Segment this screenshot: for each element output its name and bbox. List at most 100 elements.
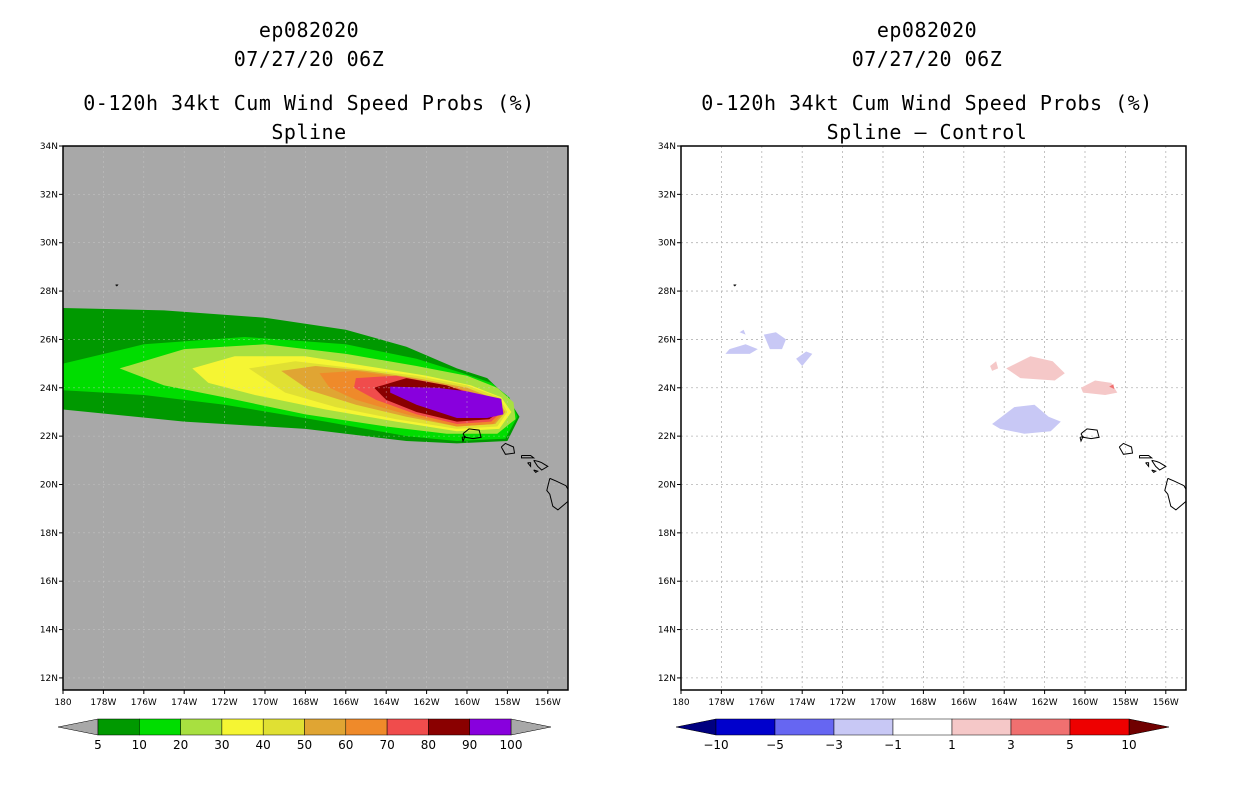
- x-tick-label: 180: [54, 698, 71, 708]
- y-tick-label: 18N: [658, 529, 676, 539]
- y-tick-label: 16N: [658, 577, 676, 587]
- colorbar-label: 5: [94, 738, 102, 752]
- storm-id-title: ep082020: [258, 18, 360, 42]
- x-tick-label: 158W: [494, 698, 520, 708]
- coastline: [1118, 442, 1134, 455]
- plot-background: [681, 146, 1186, 690]
- product-title: 0-120h 34kt Cum Wind Speed Probs (%): [83, 91, 535, 115]
- x-tick-label: 174W: [789, 698, 815, 708]
- storm-id-title: ep082020: [876, 18, 978, 42]
- x-tick-label: 168W: [292, 698, 318, 708]
- y-tick-label: 32N: [658, 190, 676, 200]
- colorbar-label: 20: [173, 738, 188, 752]
- coastline: [546, 477, 568, 511]
- contour-1: [1006, 356, 1065, 381]
- x-tick-label: 162W: [414, 698, 440, 708]
- colorbar-swatch: [951, 718, 1012, 736]
- colorbar-swatch: [892, 718, 953, 736]
- wind-probability-map: 180 178W 176W 174W 172W 170W 168W 166W 164W 162W 1…: [40, 142, 569, 752]
- datetime-title: 07/27/20 06Z: [851, 47, 1003, 71]
- y-tick-label: 34N: [40, 142, 58, 152]
- y-tick-label: 22N: [658, 432, 676, 442]
- colorbar-label: 30: [214, 738, 229, 752]
- colorbar-swatch: [715, 718, 776, 736]
- x-tick-label: 172W: [212, 698, 238, 708]
- colorbar-label: −3: [825, 738, 843, 752]
- colorbar-label: 80: [421, 738, 436, 752]
- colorbar-label: 5: [1066, 738, 1074, 752]
- colorbar-over-triangle: [1128, 718, 1170, 736]
- x-tick-label: 178W: [708, 698, 734, 708]
- y-tick-label: 30N: [40, 239, 58, 249]
- coastline: [1151, 459, 1167, 471]
- colorbar-label: 90: [462, 738, 477, 752]
- x-tick-label: 164W: [373, 698, 399, 708]
- x-tick-label: 176W: [131, 698, 157, 708]
- colorbar-swatch: [428, 718, 470, 736]
- x-tick-label: 180: [672, 698, 689, 708]
- colorbar-label: 1: [948, 738, 956, 752]
- coastline: [1079, 435, 1084, 443]
- y-tick-label: 24N: [40, 384, 58, 394]
- colorbar-label: 70: [379, 738, 394, 752]
- colorbar-label: −1: [884, 738, 902, 752]
- contour-minus1: [763, 332, 786, 350]
- contour-minus1: [796, 351, 813, 366]
- right-panel-difference: ep082020 07/27/20 06Z 0-120h 34kt Cum Wi…: [618, 0, 1236, 800]
- colorbar-over-triangle: [510, 718, 552, 736]
- colorbar-under-triangle: [57, 718, 99, 736]
- colorbar-swatch: [262, 718, 305, 736]
- y-tick-label: 16N: [40, 577, 58, 587]
- x-tick-label: 164W: [991, 698, 1017, 708]
- x-tick-label: 174W: [171, 698, 197, 708]
- subtitle: Spline – Control: [826, 120, 1028, 144]
- x-tick-label: 156W: [535, 698, 561, 708]
- y-tick-label: 30N: [658, 239, 676, 249]
- colorbar-swatch: [386, 718, 429, 736]
- colorbar-swatch: [139, 718, 181, 736]
- coastline: [1151, 469, 1157, 474]
- colorbar-label: 50: [297, 738, 312, 752]
- x-tick-label: 168W: [910, 698, 936, 708]
- y-tick-label: 28N: [40, 287, 58, 297]
- x-tick-label: 170W: [252, 698, 278, 708]
- y-tick-label: 26N: [40, 335, 58, 345]
- y-tick-label: 24N: [658, 384, 676, 394]
- colorbar-swatch: [469, 718, 512, 736]
- y-tick-label: 12N: [658, 674, 676, 684]
- colorbar-swatch: [774, 718, 835, 736]
- coastline: [1145, 462, 1150, 468]
- contour-minus1: [992, 404, 1061, 434]
- contour-1: [990, 361, 999, 371]
- datetime-title: 07/27/20 06Z: [233, 47, 385, 71]
- x-tick-label: 166W: [333, 698, 359, 708]
- x-tick-label: 156W: [1153, 698, 1179, 708]
- colorbar-under-triangle: [675, 718, 717, 736]
- coastline: [733, 284, 737, 287]
- colorbar-swatch: [833, 718, 894, 736]
- colorbar-label: −5: [766, 738, 784, 752]
- coastline: [115, 284, 119, 287]
- x-tick-label: 162W: [1032, 698, 1058, 708]
- coastline: [527, 462, 532, 468]
- colorbar-label: 3: [1007, 738, 1015, 752]
- coastline: [500, 442, 516, 455]
- colorbar-label: 60: [338, 738, 353, 752]
- y-tick-label: 26N: [658, 335, 676, 345]
- colorbar-label: 10: [132, 738, 147, 752]
- colorbar-label: −10: [703, 738, 728, 752]
- left-panel-spline: ep082020 07/27/20 06Z 0-120h 34kt Cum Wi…: [40, 18, 569, 752]
- plot-frame: [62, 145, 569, 691]
- coastline: [1139, 455, 1154, 459]
- colorbar-swatch: [180, 718, 223, 736]
- subtitle: Spline: [271, 120, 347, 144]
- coastline: [521, 455, 536, 459]
- x-tick-label: 178W: [90, 698, 116, 708]
- product-title: 0-120h 34kt Cum Wind Speed Probs (%): [701, 91, 1153, 115]
- coastline: [533, 469, 539, 474]
- x-tick-label: 160W: [454, 698, 480, 708]
- y-tick-label: 14N: [40, 626, 58, 636]
- x-tick-label: 158W: [1112, 698, 1138, 708]
- x-tick-label: 160W: [1072, 698, 1098, 708]
- plot-frame: [680, 145, 1187, 691]
